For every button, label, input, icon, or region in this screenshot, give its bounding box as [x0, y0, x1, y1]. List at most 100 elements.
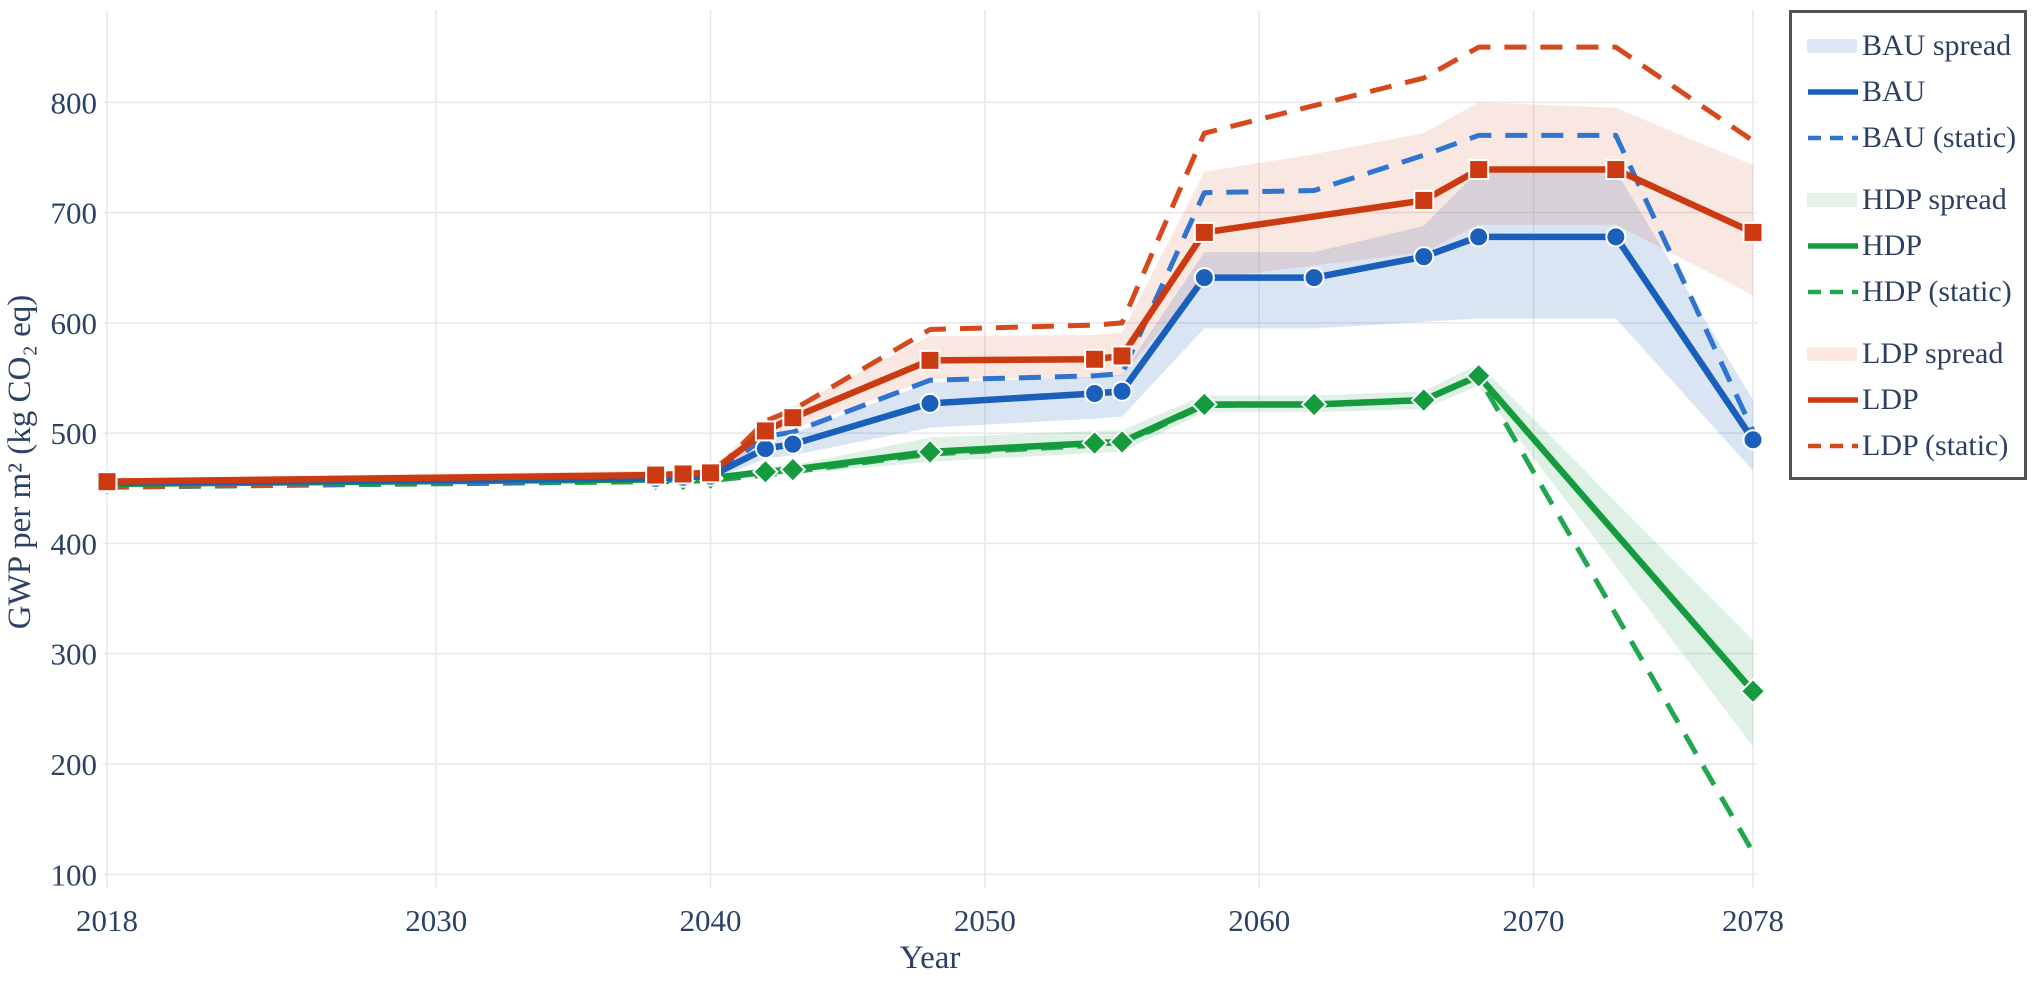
marker-ldp — [1413, 189, 1435, 211]
marker-hdp — [779, 456, 807, 483]
marker-ldp — [1605, 159, 1627, 181]
y-tick-label: 800 — [51, 85, 98, 120]
marker-bau — [1111, 380, 1133, 402]
legend-item-hdp-spread: HDP spread — [1806, 177, 2018, 223]
marker-hdp — [1410, 386, 1438, 414]
y-tick-label: 600 — [51, 306, 98, 341]
band-swatch-graphic — [1807, 193, 1857, 207]
marker-bau — [1468, 226, 1490, 248]
band-bau — [107, 170, 1753, 487]
solid-swatch-graphic — [1808, 243, 1858, 249]
axis-tick-labels: 100 200 300 400 500 600 700 800 2018 2030 2040 2050… — [51, 85, 1785, 938]
solid-swatch-graphic — [1808, 89, 1858, 95]
x-tick-label: 2030 — [405, 903, 467, 938]
marker-hdp — [751, 458, 779, 486]
x-tick-label: 2050 — [954, 903, 1016, 938]
band-ldp — [107, 102, 1753, 485]
marker-bau — [1084, 382, 1106, 404]
legend-item-ldp: LDP — [1806, 377, 2018, 423]
y-tick-label: 100 — [51, 857, 98, 892]
hdp-spread-swatch-icon — [1806, 189, 1862, 211]
band-swatch-graphic — [1807, 347, 1857, 361]
marker-bau — [1303, 267, 1325, 289]
x-tick-label: 2060 — [1228, 903, 1290, 938]
marker-ldp — [1193, 221, 1215, 243]
legend-item-bau: BAU — [1806, 69, 2018, 115]
marker-ldp — [96, 471, 118, 493]
marker-ldp — [645, 464, 667, 486]
band-swatch-graphic — [1807, 39, 1857, 53]
legend-item-ldp-static: LDP (static) — [1806, 423, 2018, 469]
marker-hdp — [1108, 428, 1136, 456]
ldp-line-swatch-icon — [1806, 389, 1862, 411]
legend-group-hdp: HDP spread HDP HDP (static) — [1806, 177, 2018, 315]
marker-ldp — [700, 462, 722, 484]
legend-item-bau-spread: BAU spread — [1806, 23, 2018, 69]
ldp-static-swatch-icon — [1806, 435, 1862, 457]
marker-ldp — [1084, 348, 1106, 370]
y-axis-title: GWP per m² (kg CO₂ eq) — [2, 295, 38, 630]
legend-label: HDP (static) — [1862, 275, 2012, 308]
marker-bau — [782, 433, 804, 455]
y-tick-label: 200 — [51, 747, 98, 782]
x-tick-label: 2018 — [76, 903, 138, 938]
marker-hdp — [1190, 391, 1218, 418]
marker-ldp — [754, 420, 776, 442]
marker-bau — [1605, 226, 1627, 248]
legend-group-ldp: LDP spread LDP LDP (static) — [1806, 331, 2018, 469]
marker-ldp — [1111, 345, 1133, 367]
marker-hdp — [916, 438, 944, 466]
marker-bau — [754, 438, 776, 460]
marker-bau — [1193, 267, 1215, 289]
marker-ldp — [782, 407, 804, 429]
gridlines — [103, 10, 1757, 888]
swatch-band-rect — [1807, 347, 1857, 361]
legend-label: BAU spread — [1862, 29, 2012, 62]
dashed-swatch-graphic — [1808, 289, 1858, 295]
x-tick-label: 2070 — [1503, 903, 1565, 938]
legend-label: HDP spread — [1862, 183, 2007, 216]
marker-bau — [1742, 429, 1764, 451]
solid-swatch-graphic — [1808, 397, 1858, 403]
marker-ldp — [672, 463, 694, 485]
legend-item-bau-static: BAU (static) — [1806, 115, 2018, 161]
marker-hdp — [1465, 362, 1493, 390]
x-tick-label: 2040 — [680, 903, 742, 938]
legend-item-hdp-static: HDP (static) — [1806, 269, 2018, 315]
legend-item-ldp-spread: LDP spread — [1806, 331, 2018, 377]
marker-bau — [1413, 246, 1435, 268]
legend-group-bau: BAU spread BAU BAU (static) — [1806, 23, 2018, 161]
legend-label: LDP (static) — [1862, 429, 2009, 462]
marker-hdp — [1739, 677, 1767, 705]
ldp-spread-swatch-icon — [1806, 343, 1862, 365]
scenario-solid-lines — [93, 159, 1767, 705]
marker-ldp — [919, 349, 941, 371]
marker-bau — [919, 392, 941, 414]
y-tick-label: 400 — [51, 526, 98, 561]
legend-item-hdp: HDP — [1806, 223, 2018, 269]
bau-static-swatch-icon — [1806, 127, 1862, 149]
hdp-line-swatch-icon — [1806, 235, 1862, 257]
marker-hdp — [1300, 391, 1328, 418]
legend-label: HDP — [1862, 229, 1923, 262]
x-tick-label: 2078 — [1722, 903, 1784, 938]
chart-legend: BAU spread BAU BAU (static) HDP spread H… — [1789, 10, 2027, 480]
marker-ldp — [1468, 159, 1490, 181]
bau-line-swatch-icon — [1806, 81, 1862, 103]
x-axis-title: Year — [900, 940, 961, 976]
y-tick-label: 500 — [51, 416, 98, 451]
hdp-static-swatch-icon — [1806, 281, 1862, 303]
legend-label: BAU (static) — [1862, 121, 2017, 154]
legend-label: BAU — [1862, 75, 1926, 108]
dashed-swatch-graphic — [1808, 443, 1858, 449]
swatch-band-rect — [1807, 193, 1857, 207]
swatch-band-rect — [1807, 39, 1857, 53]
legend-label: LDP spread — [1862, 337, 2004, 370]
y-tick-label: 700 — [51, 196, 98, 231]
legend-label: LDP — [1862, 383, 1919, 416]
y-tick-label: 300 — [51, 637, 98, 672]
bau-spread-swatch-icon — [1806, 35, 1862, 57]
marker-ldp — [1742, 221, 1764, 243]
